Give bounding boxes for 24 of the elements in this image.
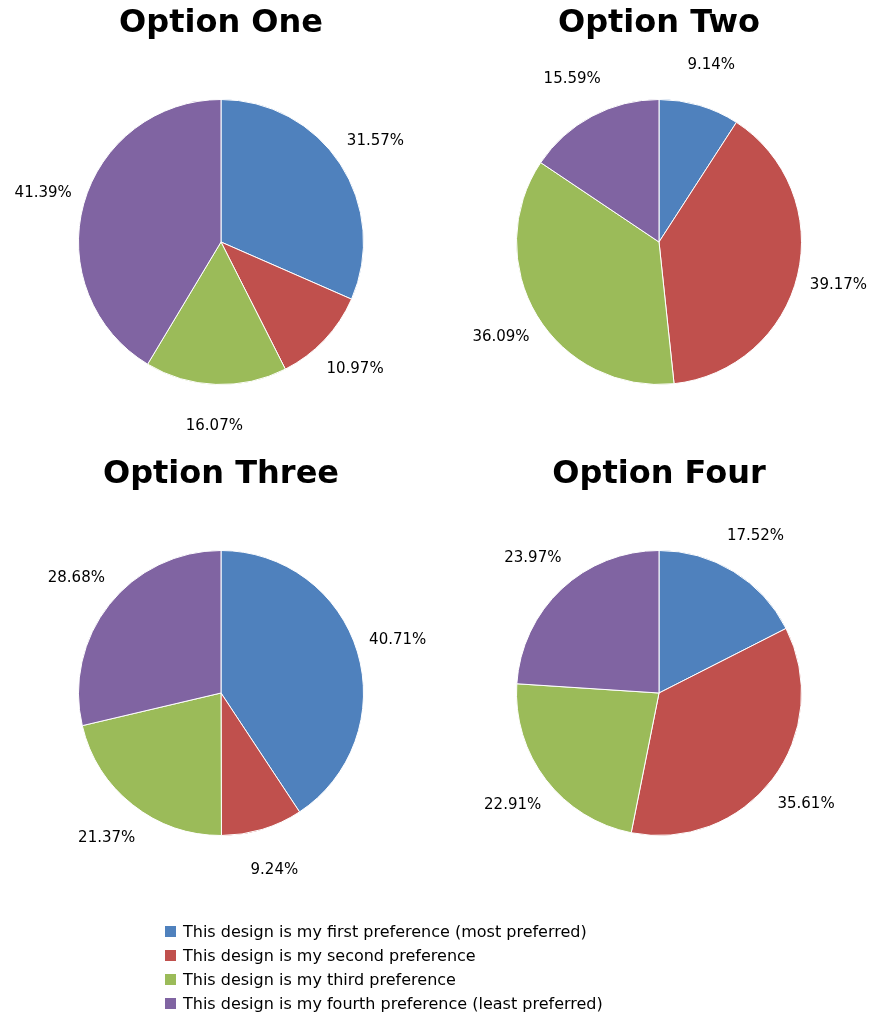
data-label: 16.07%: [185, 416, 243, 435]
data-label: 21.37%: [78, 827, 136, 846]
legend-label: This design is my third preference: [183, 970, 456, 989]
legend-label: This design is my second preference: [183, 946, 476, 965]
data-label: 17.52%: [726, 525, 785, 544]
data-label: 39.17%: [809, 274, 868, 293]
legend-label: This design is my fourth preference (least preferred): [183, 994, 603, 1013]
legend-label: This design is my first preference (most preferred): [183, 922, 587, 941]
data-label: 22.91%: [484, 795, 542, 814]
data-label: 41.39%: [14, 182, 72, 201]
data-label: 36.09%: [472, 327, 530, 346]
chart-title: Option Four: [551, 453, 767, 491]
data-label: 40.71%: [369, 629, 427, 648]
chart-title: Option Two: [556, 2, 762, 40]
data-label: 9.24%: [250, 859, 299, 878]
data-label: 9.14%: [687, 54, 736, 73]
data-label: 35.61%: [777, 794, 835, 813]
data-label: 23.97%: [504, 548, 562, 567]
chart-title: Option One: [118, 2, 324, 40]
data-label: 10.97%: [326, 358, 384, 377]
data-label: 31.57%: [346, 130, 405, 149]
chart-title: Option Three: [101, 453, 341, 491]
data-label: 28.68%: [47, 568, 105, 587]
data-label: 15.59%: [543, 69, 601, 88]
